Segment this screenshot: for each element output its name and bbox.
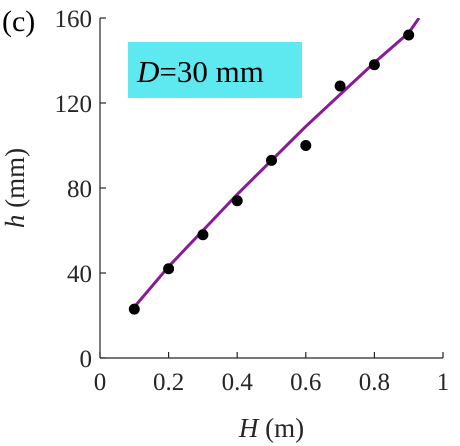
y-axis-unit: (mm)	[0, 148, 30, 215]
data-point	[128, 303, 140, 315]
y-tick-label: 40	[67, 261, 92, 288]
y-tick-label: 0	[80, 346, 93, 373]
annotation-label: D=30 mm	[136, 54, 264, 89]
annotation-variable: D	[136, 54, 159, 89]
x-tick-label: 0.4	[222, 369, 254, 396]
data-point	[197, 229, 209, 241]
data-point	[266, 154, 277, 166]
x-tick-label: 0.6	[290, 369, 321, 396]
y-tick-label: 120	[55, 91, 93, 118]
data-point	[231, 195, 243, 207]
data-point	[300, 140, 312, 151]
x-tick-label: 1	[437, 369, 450, 396]
x-tick-label: 0.8	[359, 369, 390, 396]
plot-area: 0 0.2 0.4 0.6 0.8 1 0 40 80 120 160	[55, 6, 450, 396]
data-point	[403, 29, 415, 41]
x-axis-unit: (m)	[258, 413, 304, 443]
x-tick-label: 0.2	[153, 369, 184, 396]
y-axis-label: h (mm)	[0, 148, 30, 228]
x-tick-label: 0	[94, 369, 107, 396]
y-tick-label: 80	[67, 176, 92, 203]
y-tick-label: 160	[55, 6, 93, 33]
x-axis-label: H (m)	[238, 413, 304, 443]
data-point	[334, 80, 346, 92]
data-point	[163, 263, 175, 275]
fit-curve	[133, 18, 421, 308]
annotation-value: =30 mm	[159, 54, 263, 89]
panel-label: (c)	[2, 5, 35, 38]
data-point	[368, 59, 380, 71]
x-axis-variable: H	[238, 413, 260, 443]
y-axis-variable: h	[0, 215, 30, 229]
annotation-box	[128, 42, 302, 98]
